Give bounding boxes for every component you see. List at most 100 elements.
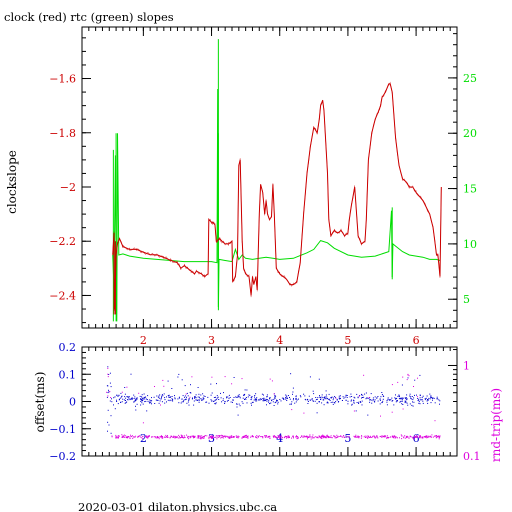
offset-point [335,401,337,403]
offset-point [141,402,143,404]
rnd-trip-point [185,393,187,395]
offset-point [318,378,320,380]
offset-point [174,398,176,400]
rnd-trip-point [392,436,393,438]
offset-point [188,398,190,400]
rnd-trip-point [123,436,125,438]
offset-point [399,401,401,403]
rnd-trip-point [358,395,360,397]
rnd-trip-point [403,437,405,439]
offset-point [281,397,283,399]
rnd-trip-point [438,437,440,439]
offset-point [184,396,185,398]
offset-point [256,400,258,402]
rnd-trip-point [288,435,289,437]
rnd-trip-point [372,435,374,437]
rnd-trip-point [276,437,278,439]
offset-point [162,395,164,397]
offset-point [308,395,310,397]
rnd-trip-point [307,437,309,438]
offset-point [313,393,315,395]
rnd-trip-point [277,435,279,437]
rnd-trip-point [300,436,302,438]
offset-point [323,399,325,401]
offset-point [159,400,161,402]
offset-point [326,401,328,403]
rtc-series-line [112,88,441,322]
offset-point [436,398,438,400]
offset-point [330,401,332,403]
offset-point [140,400,142,402]
rnd-trip-point [106,391,108,393]
rnd-trip-point [228,437,230,439]
top-right-tick-label: 5 [463,293,470,306]
rnd-trip-point [386,437,388,439]
offset-point [191,398,193,400]
offset-point [264,400,265,402]
rnd-trip-point [116,437,117,439]
rnd-trip-point [436,436,438,438]
offset-point [398,398,400,400]
offset-point [379,398,381,400]
rnd-trip-point [283,437,285,439]
offset-point [274,397,276,399]
offset-point [237,414,239,416]
offset-point [432,398,434,399]
offset-point [196,399,198,401]
offset-point [223,392,224,394]
offset-point [326,402,328,404]
offset-point [405,401,407,403]
offset-point [401,401,403,402]
rnd-trip-point [228,436,230,438]
offset-point [140,404,142,406]
offset-point [233,377,235,378]
rnd-trip-point [425,436,427,438]
rnd-trip-point [301,435,303,437]
rnd-trip-point [146,437,148,439]
rnd-trip-point [414,436,416,438]
offset-point [266,394,268,396]
offset-point [286,400,288,401]
offset-point [283,398,284,400]
offset-point [190,392,192,394]
offset-point [396,400,398,402]
offset-point [284,398,286,400]
rnd-trip-point [438,435,440,437]
offset-point [437,398,439,400]
offset-point [382,395,384,397]
offset-point [429,398,431,400]
rnd-trip-point [132,437,134,439]
rnd-trip-point [307,436,309,437]
offset-point [392,400,394,401]
rnd-trip-point [159,436,161,438]
offset-point [367,414,369,416]
rnd-trip-point [276,436,277,438]
rnd-trip-point [358,435,359,437]
offset-point [245,397,247,398]
offset-point [167,399,169,401]
offset-point [428,397,430,399]
offset-point [136,397,138,399]
rnd-trip-point [409,435,411,437]
rnd-trip-point [181,435,183,437]
rnd-trip-point [384,435,386,437]
rnd-trip-point [439,436,441,438]
offset-point [250,402,252,404]
rnd-trip-point [123,434,125,436]
rnd-trip-point [405,436,407,438]
offset-point [203,395,205,397]
rnd-trip-point [230,437,232,439]
rnd-trip-point [366,437,368,439]
offset-point [402,404,404,405]
offset-point [276,400,278,402]
rnd-trip-point [321,436,322,438]
rnd-trip-point [266,436,268,438]
footer-caption: 2020-03-01 dilaton.physics.ubc.ca [78,500,277,512]
offset-point [199,398,201,400]
offset-point [376,397,378,399]
rnd-trip-point [415,435,417,437]
offset-point [146,410,148,412]
offset-point [126,396,128,397]
offset-point [254,396,255,398]
offset-point [190,384,191,386]
